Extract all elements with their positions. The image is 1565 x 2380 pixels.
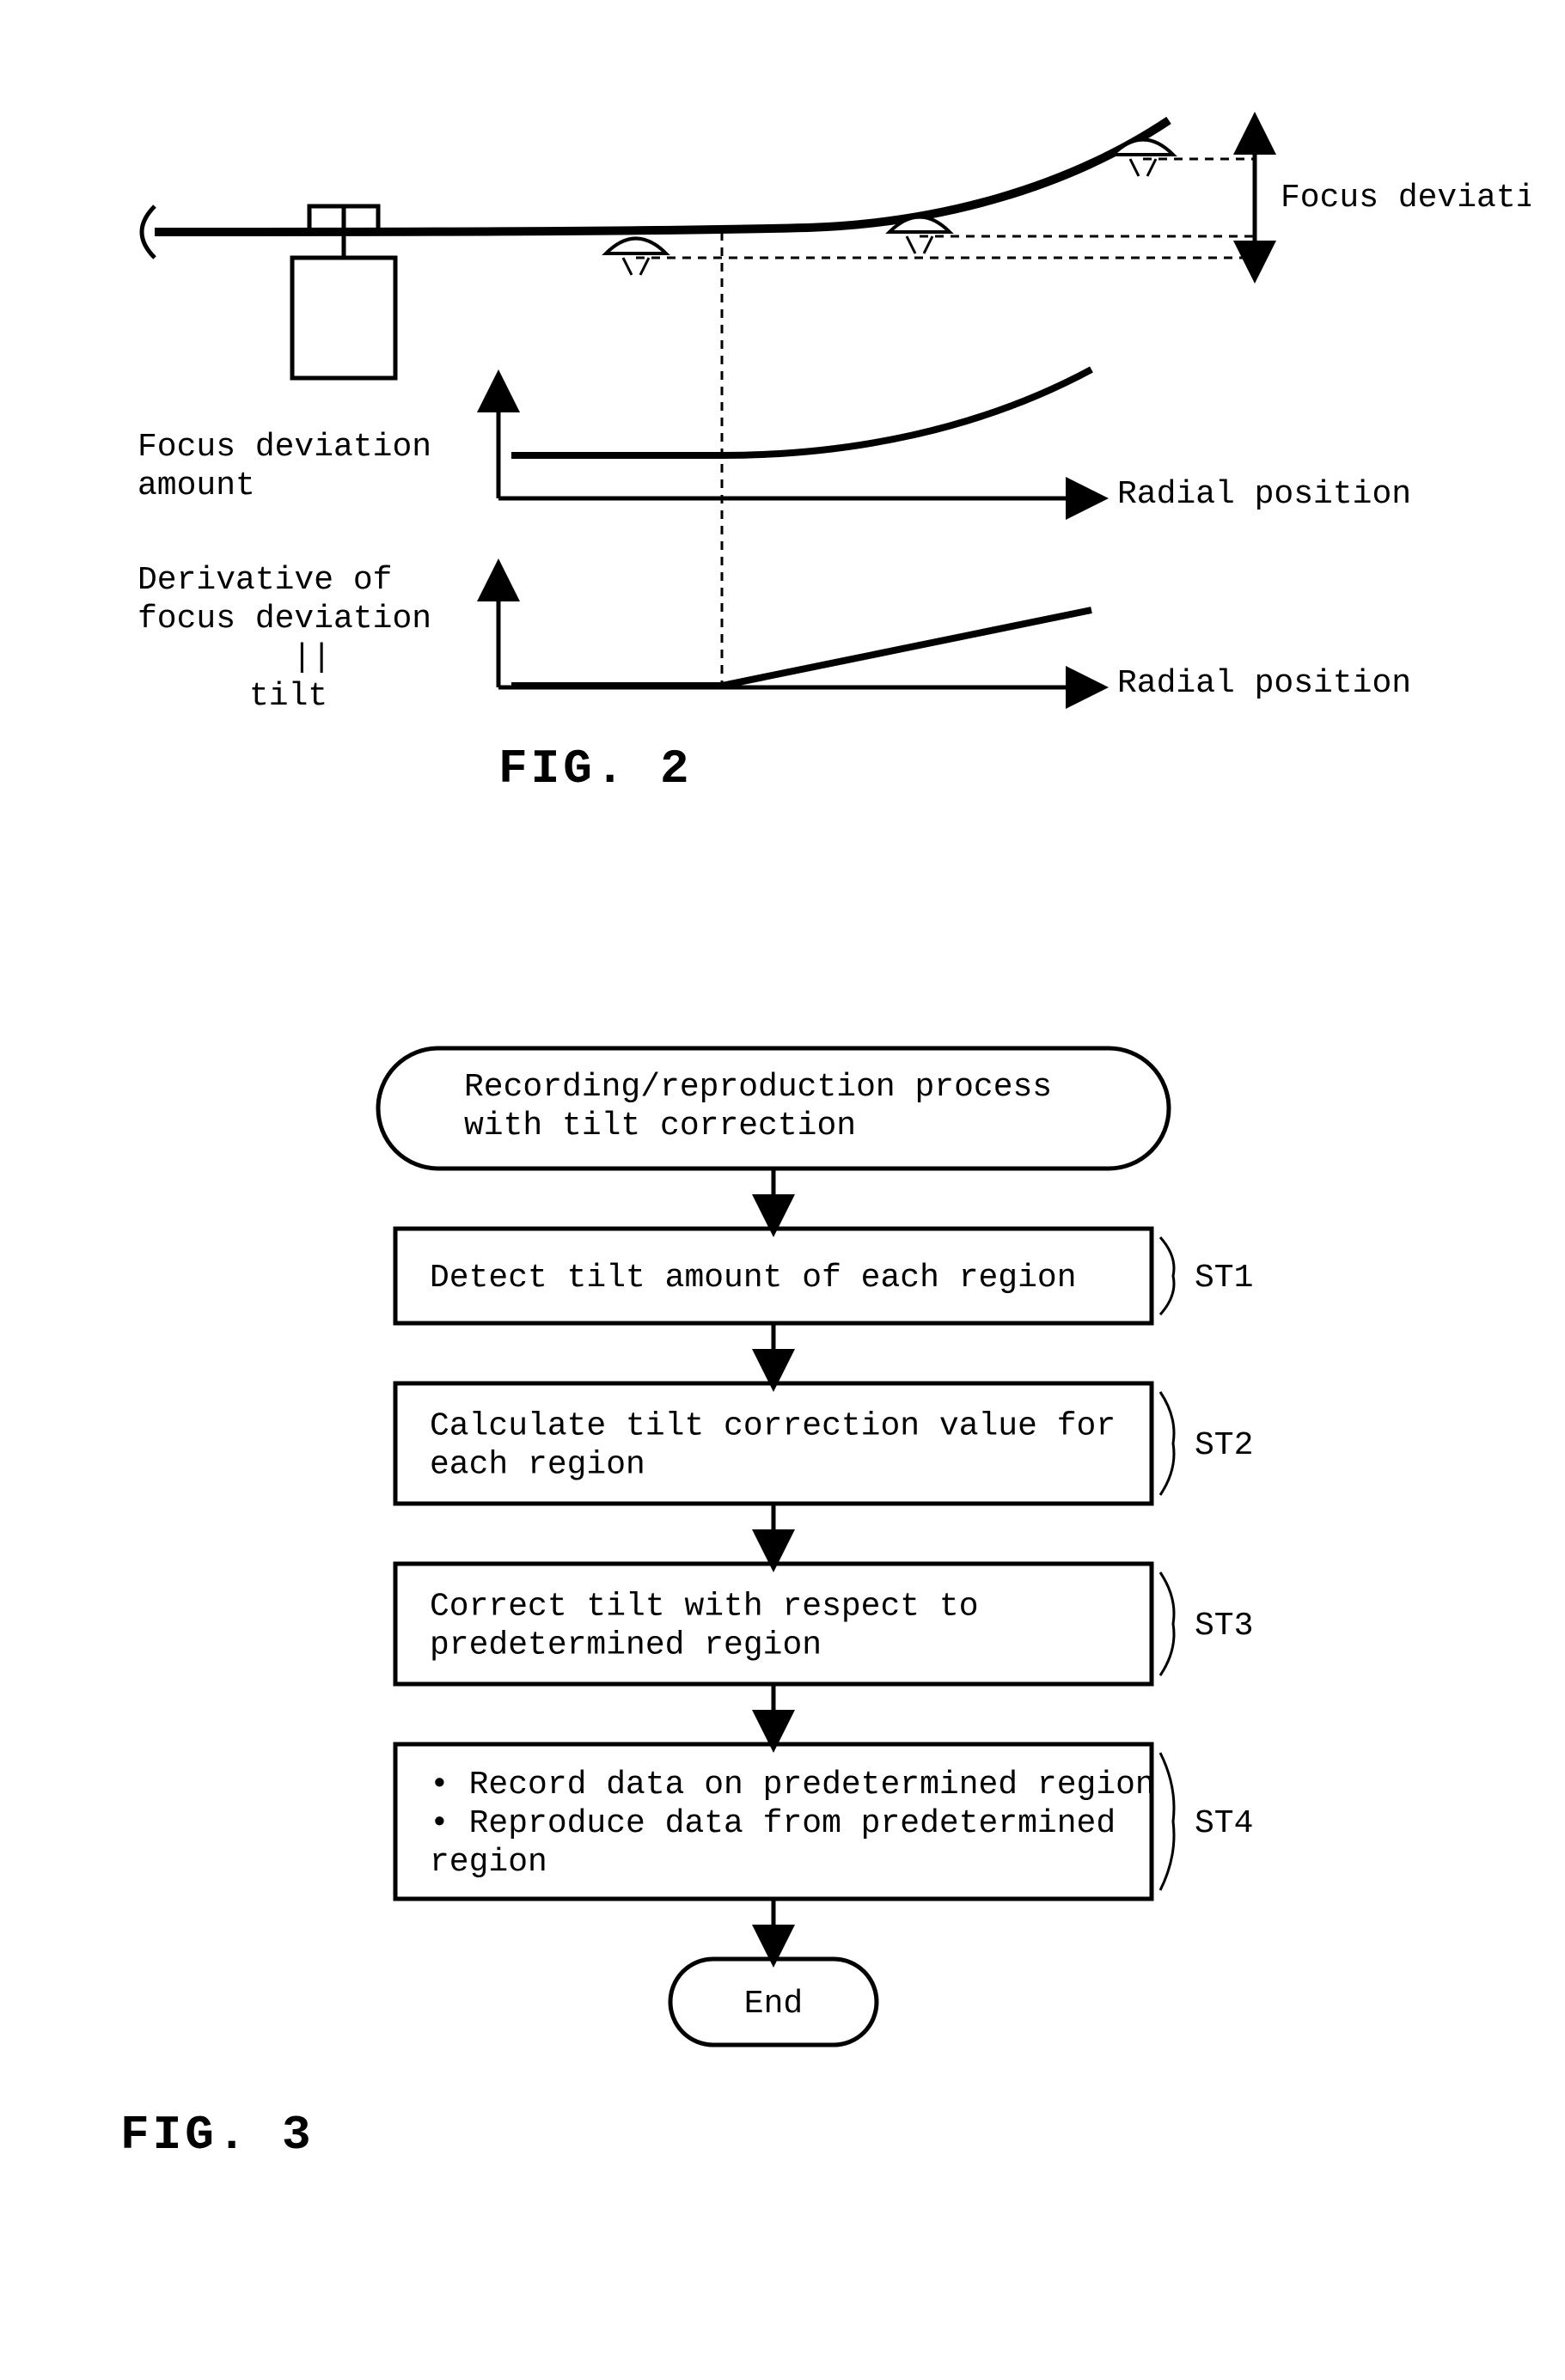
- svg-text:Recording/reproduction process: Recording/reproduction process: [464, 1069, 1052, 1106]
- chart2-ylabel-2: focus deviation: [138, 601, 431, 638]
- focus-deviation-label: Focus deviation: [1281, 180, 1531, 217]
- step-id: ST4: [1195, 1805, 1253, 1842]
- svg-text:Detect tilt amount of each reg: Detect tilt amount of each region: [430, 1260, 1077, 1297]
- svg-text:• Reproduce data from predeter: • Reproduce data from predetermined: [430, 1805, 1116, 1842]
- svg-text:each region: each region: [430, 1447, 645, 1484]
- svg-text:region: region: [430, 1844, 547, 1881]
- step-id: ST3: [1195, 1608, 1253, 1645]
- svg-text:with tilt correction: with tilt correction: [464, 1108, 856, 1144]
- figure-container: Focus deviation Focus deviation amount R…: [34, 34, 1531, 2346]
- fig2-disc-diagram: Focus deviation: [142, 120, 1531, 378]
- chart1-ylabel-2: amount: [138, 467, 255, 504]
- step-id: ST1: [1195, 1260, 1253, 1297]
- fig2-title: FIG. 2: [498, 741, 693, 796]
- chart1-xlabel: Radial position: [1117, 476, 1411, 513]
- chart2-ylabel-3: ||: [292, 639, 332, 676]
- svg-text:predetermined region: predetermined region: [430, 1627, 822, 1664]
- svg-text:• Record data on predetermined: • Record data on predetermined region: [430, 1767, 1155, 1803]
- fig2-chart2: Derivative of focus deviation || tilt Ra…: [138, 562, 1411, 715]
- svg-text:Calculate tilt correction valu: Calculate tilt correction value for: [430, 1408, 1116, 1445]
- chart2-ylabel-1: Derivative of: [138, 562, 392, 599]
- chart1-ylabel-1: Focus deviation: [138, 429, 431, 466]
- chart2-ylabel-4: tilt: [249, 678, 327, 715]
- step-id: ST2: [1195, 1427, 1253, 1464]
- fig2-chart1: Focus deviation amount Radial position: [138, 369, 1411, 513]
- fig3-title: FIG. 3: [120, 2108, 315, 2163]
- disc-curve: [155, 120, 1169, 232]
- svg-text:End: End: [744, 1986, 803, 2023]
- fig3-flowchart: Recording/reproduction processwith tilt …: [378, 1048, 1253, 2045]
- chart2-xlabel: Radial position: [1117, 665, 1411, 702]
- svg-text:Correct tilt with respect to: Correct tilt with respect to: [430, 1589, 979, 1626]
